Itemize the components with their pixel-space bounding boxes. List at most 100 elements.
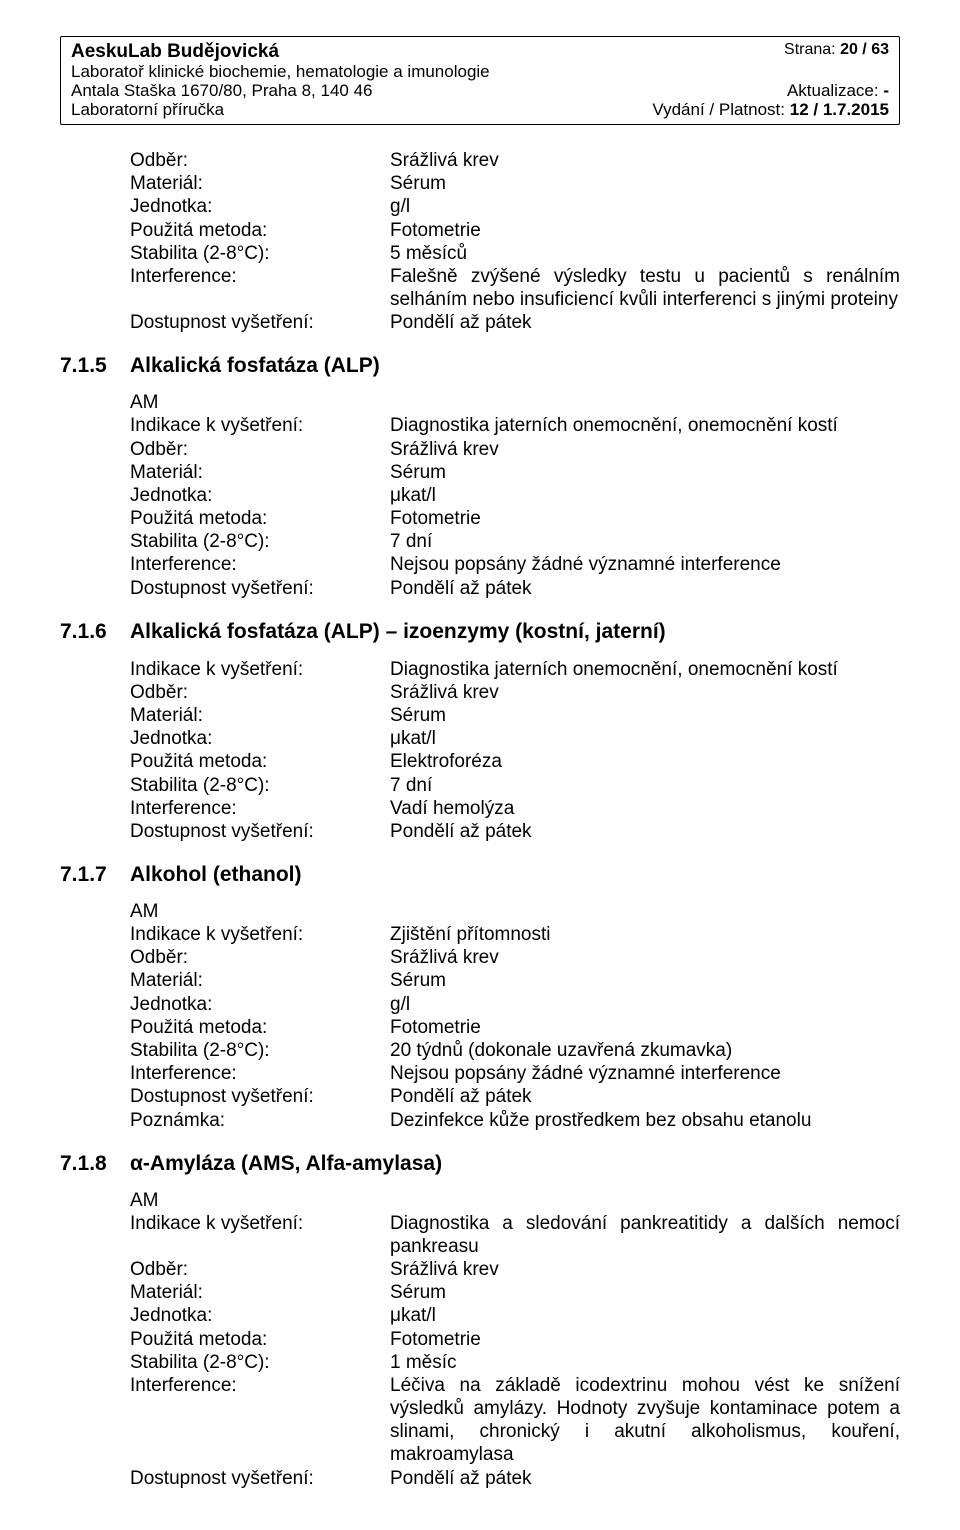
- label-jednotka: Jednotka:: [130, 1304, 390, 1327]
- value-jednotka: μkat/l: [390, 727, 900, 750]
- row-indikace: Indikace k vyšetření:Diagnostika jaterní…: [130, 658, 900, 681]
- row-metoda: Použitá metoda:Fotometrie: [130, 1016, 900, 1039]
- value-dostupnost: Pondělí až pátek: [390, 1085, 900, 1108]
- label-interference: Interference:: [130, 1062, 390, 1085]
- row-material: Materiál:Sérum: [130, 704, 900, 727]
- value-metoda: Elektroforéza: [390, 750, 900, 773]
- label-material: Materiál:: [130, 1281, 390, 1304]
- section-num: 7.1.5: [60, 354, 130, 378]
- value-stabilita: 1 měsíc: [390, 1351, 900, 1374]
- value-dostupnost: Pondělí až pátek: [390, 311, 900, 334]
- row-material: Materiál:Sérum: [130, 1281, 900, 1304]
- label-odber: Odběr:: [130, 681, 390, 704]
- label-poznamka: Poznámka:: [130, 1109, 390, 1132]
- value-metoda: Fotometrie: [390, 507, 900, 530]
- row-jednotka: Jednotka:μkat/l: [130, 484, 900, 507]
- value-material: Sérum: [390, 172, 900, 195]
- row-metoda: Použitá metoda:Fotometrie: [130, 507, 900, 530]
- row-indikace: Indikace k vyšetření:Diagnostika a sledo…: [130, 1212, 900, 1258]
- doc-body: Odběr:Srážlivá krev Materiál:Sérum Jedno…: [60, 125, 900, 1490]
- row-interference: Interference:Falešně zvýšené výsledky te…: [130, 265, 900, 311]
- dept-name: Laboratoř klinické biochemie, hematologi…: [71, 62, 889, 82]
- label-material: Materiál:: [130, 461, 390, 484]
- value-stabilita: 5 měsíců: [390, 242, 900, 265]
- section-block-717: AM Indikace k vyšetření:Zjištění přítomn…: [130, 901, 900, 1132]
- section-block-716: Indikace k vyšetření:Diagnostika jaterní…: [130, 658, 900, 843]
- label-indikace: Indikace k vyšetření:: [130, 414, 390, 437]
- section-title: Alkalická fosfatáza (ALP) – izoenzymy (k…: [130, 620, 900, 644]
- section-heading-715: 7.1.5 Alkalická fosfatáza (ALP): [60, 354, 900, 378]
- manual-title: Laboratorní příručka: [71, 100, 224, 120]
- label-material: Materiál:: [130, 704, 390, 727]
- value-indikace: Diagnostika a sledování pankreatitidy a …: [390, 1212, 900, 1258]
- row-odber: Odběr:Srážlivá krev: [130, 1258, 900, 1281]
- row-interference: Interference:Léčiva na základě icodextri…: [130, 1374, 900, 1467]
- value-interference: Falešně zvýšené výsledky testu u pacient…: [390, 265, 900, 311]
- row-metoda: Použitá metoda:Fotometrie: [130, 1328, 900, 1351]
- section-block-715: AM Indikace k vyšetření:Diagnostika jate…: [130, 392, 900, 599]
- row-stabilita: Stabilita (2-8°C):20 týdnů (dokonale uza…: [130, 1039, 900, 1062]
- page-label: Strana:: [784, 41, 840, 58]
- section-title: Alkohol (ethanol): [130, 863, 900, 887]
- value-stabilita: 20 týdnů (dokonale uzavřená zkumavka): [390, 1039, 900, 1062]
- value-interference: Léčiva na základě icodextrinu mohou vést…: [390, 1374, 900, 1467]
- row-interference: Interference:Nejsou popsány žádné význam…: [130, 1062, 900, 1085]
- row-stabilita: Stabilita (2-8°C):1 měsíc: [130, 1351, 900, 1374]
- row-poznamka: Poznámka:Dezinfekce kůže prostředkem bez…: [130, 1109, 900, 1132]
- row-dostupnost: Dostupnost vyšetření:Pondělí až pátek: [130, 311, 900, 334]
- value-dostupnost: Pondělí až pátek: [390, 820, 900, 843]
- value-indikace: Zjištění přítomnosti: [390, 923, 900, 946]
- label-material: Materiál:: [130, 172, 390, 195]
- row-metoda: Použitá metoda:Fotometrie: [130, 219, 900, 242]
- label-dostupnost: Dostupnost vyšetření:: [130, 577, 390, 600]
- row-odber: Odběr:Srážlivá krev: [130, 946, 900, 969]
- row-stabilita: Stabilita (2-8°C):7 dní: [130, 774, 900, 797]
- label-odber: Odběr:: [130, 149, 390, 172]
- row-indikace: Indikace k vyšetření:Diagnostika jaterní…: [130, 414, 900, 437]
- header-row-4: Laboratorní příručka Vydání / Platnost: …: [71, 100, 889, 120]
- row-metoda: Použitá metoda:Elektroforéza: [130, 750, 900, 773]
- label-stabilita: Stabilita (2-8°C):: [130, 530, 390, 553]
- value-stabilita: 7 dní: [390, 774, 900, 797]
- label-stabilita: Stabilita (2-8°C):: [130, 774, 390, 797]
- update-label: Aktualizace:: [787, 81, 883, 100]
- label-metoda: Použitá metoda:: [130, 507, 390, 530]
- marker-am: AM: [130, 392, 900, 414]
- label-jednotka: Jednotka:: [130, 993, 390, 1016]
- row-dostupnost: Dostupnost vyšetření:Pondělí až pátek: [130, 820, 900, 843]
- row-dostupnost: Dostupnost vyšetření:Pondělí až pátek: [130, 1467, 900, 1490]
- row-stabilita: Stabilita (2-8°C):7 dní: [130, 530, 900, 553]
- label-stabilita: Stabilita (2-8°C):: [130, 1039, 390, 1062]
- edition: Vydání / Platnost: 12 / 1.7.2015: [652, 100, 889, 120]
- label-dostupnost: Dostupnost vyšetření:: [130, 1467, 390, 1490]
- value-dostupnost: Pondělí až pátek: [390, 577, 900, 600]
- label-interference: Interference:: [130, 265, 390, 311]
- row-indikace: Indikace k vyšetření:Zjištění přítomnost…: [130, 923, 900, 946]
- row-dostupnost: Dostupnost vyšetření:Pondělí až pátek: [130, 577, 900, 600]
- label-dostupnost: Dostupnost vyšetření:: [130, 820, 390, 843]
- section-heading-716: 7.1.6 Alkalická fosfatáza (ALP) – izoenz…: [60, 620, 900, 644]
- value-jednotka: μkat/l: [390, 1304, 900, 1327]
- value-material: Sérum: [390, 704, 900, 727]
- row-jednotka: Jednotka:μkat/l: [130, 727, 900, 750]
- label-stabilita: Stabilita (2-8°C):: [130, 242, 390, 265]
- row-dostupnost: Dostupnost vyšetření:Pondělí až pátek: [130, 1085, 900, 1108]
- label-dostupnost: Dostupnost vyšetření:: [130, 311, 390, 334]
- label-jednotka: Jednotka:: [130, 727, 390, 750]
- label-interference: Interference:: [130, 797, 390, 820]
- label-jednotka: Jednotka:: [130, 484, 390, 507]
- label-stabilita: Stabilita (2-8°C):: [130, 1351, 390, 1374]
- label-odber: Odběr:: [130, 438, 390, 461]
- value-indikace: Diagnostika jaterních onemocnění, onemoc…: [390, 658, 900, 681]
- address: Antala Staška 1670/80, Praha 8, 140 46: [71, 81, 373, 101]
- label-indikace: Indikace k vyšetření:: [130, 658, 390, 681]
- update-value: -: [883, 81, 889, 100]
- page: AeskuLab Budějovická Strana: 20 / 63 Lab…: [0, 0, 960, 1530]
- org-name: AeskuLab Budějovická: [71, 41, 279, 63]
- value-poznamka: Dezinfekce kůže prostředkem bez obsahu e…: [390, 1109, 900, 1132]
- row-material: Materiál:Sérum: [130, 461, 900, 484]
- value-material: Sérum: [390, 1281, 900, 1304]
- label-metoda: Použitá metoda:: [130, 1016, 390, 1039]
- value-odber: Srážlivá krev: [390, 946, 900, 969]
- row-odber: Odběr:Srážlivá krev: [130, 438, 900, 461]
